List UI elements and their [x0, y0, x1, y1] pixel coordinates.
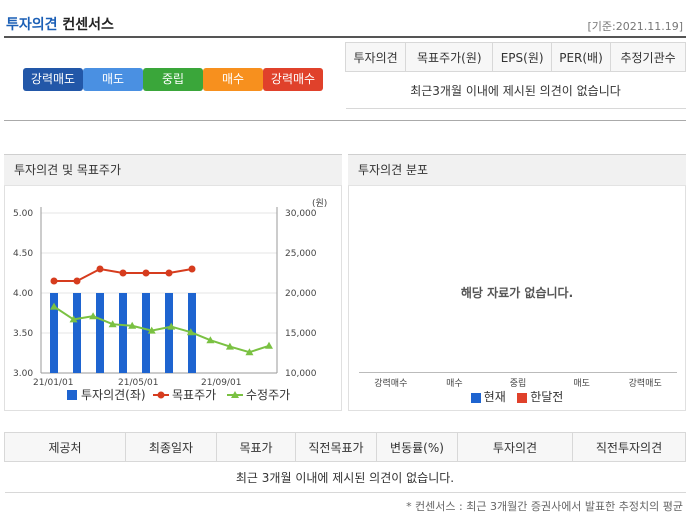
- consensus-empty-row: 최근3개월 이내에 제시된 의견이 없습니다: [345, 71, 686, 109]
- distribution-axis-line: [359, 372, 677, 373]
- section-divider: [4, 120, 686, 121]
- y-right-tick-label: 15,000: [285, 329, 317, 339]
- legend-adjusted-point: [231, 391, 239, 398]
- y-left-tick-label: 4.50: [13, 249, 33, 259]
- target-price-point: [165, 269, 173, 277]
- adjusted-price-point: [89, 312, 98, 320]
- chart-panel-title: 투자의견 및 목표주가: [4, 154, 342, 186]
- page-title-part1: 투자의견: [6, 17, 58, 33]
- y-left-tick-label: 3.50: [13, 329, 33, 339]
- adjusted-price-line: [53, 305, 270, 354]
- opinion-target-chart-panel: 투자의견 및 목표주가 (원) 5.00 30,000 4.50 25,000 4.00 2…: [4, 154, 342, 411]
- legend-month-ago-swatch: [517, 392, 528, 403]
- opinion-strong-sell: 강력매도: [23, 68, 83, 91]
- adjusted-price-point: [128, 321, 137, 329]
- history-table: 제공처 최종일자 목표가 직전목표가 변동률(%) 투자의견 직전투자의견 최근…: [4, 432, 686, 493]
- x-tick-label: 21/05/01: [118, 378, 158, 388]
- opinion-distribution-panel: 투자의견 분포 해당 자료가 없습니다. 강력매수 매수 중립 매도 강력매도 현재 한…: [348, 154, 686, 411]
- opinion-bar-mark: [142, 293, 150, 373]
- distribution-category-label: 강력매도: [628, 379, 662, 389]
- distribution-empty-message: 해당 자료가 없습니다.: [460, 286, 574, 300]
- col-target-price: 목표가: [216, 432, 296, 462]
- distribution-category-label: 매수: [446, 379, 463, 389]
- legend-opinion-label: 투자의견(좌): [81, 388, 146, 402]
- legend-target-point: [157, 391, 165, 399]
- opinion-sell: 매도: [83, 68, 143, 91]
- col-provider: 제공처: [4, 432, 126, 462]
- col-target-price: 목표주가(원): [405, 42, 494, 72]
- legend-target-label: 목표주가: [172, 388, 216, 402]
- distribution-legend: 현재 한달전: [349, 388, 685, 405]
- consensus-table: 투자의견 목표주가(원) EPS(원) PER(배) 추정기관수 최근3개월 이…: [344, 42, 686, 109]
- opinion-bar-mark: [165, 293, 173, 373]
- opinion-bar-mark: [119, 293, 127, 373]
- opinion-target-chart: (원) 5.00 30,000 4.50 25,000 4.00 20,000 3.50 15,…: [13, 198, 327, 402]
- opinion-buy: 매수: [203, 68, 263, 91]
- adjusted-price-point: [206, 336, 215, 344]
- y-right-tick-label: 30,000: [285, 209, 317, 219]
- adjusted-price-point: [167, 322, 176, 330]
- target-price-point: [119, 269, 127, 277]
- y-right-tick-label: 25,000: [285, 249, 317, 259]
- history-empty-message: 최근 3개월 이내에 제시된 의견이 없습니다.: [4, 461, 686, 493]
- legend-current-swatch: [470, 392, 481, 403]
- base-date: [기준:2021.11.19]: [587, 20, 683, 33]
- col-change-rate: 변동률(%): [376, 432, 458, 462]
- distribution-category-label: 매도: [573, 379, 590, 389]
- page-title-part2: 컨센서스: [62, 17, 114, 33]
- history-empty-row: 최근 3개월 이내에 제시된 의견이 없습니다.: [4, 461, 686, 493]
- distribution-category-label: 강력매수: [374, 379, 408, 389]
- adjusted-price-point: [265, 341, 273, 349]
- opinion-neutral: 중립: [143, 68, 203, 91]
- opinion-bar-mark: [96, 293, 104, 373]
- distribution-category-label: 중립: [509, 379, 527, 389]
- adjusted-price-point: [108, 320, 117, 328]
- adjusted-price-point: [50, 302, 58, 310]
- col-last-date: 최종일자: [125, 432, 217, 462]
- consensus-empty-message: 최근3개월 이내에 제시된 의견이 없습니다: [345, 71, 686, 109]
- target-price-point: [96, 265, 104, 273]
- col-prev-target-price: 직전목표가: [295, 432, 377, 462]
- adjusted-price-point: [225, 342, 234, 350]
- adjusted-price-point: [186, 328, 195, 336]
- col-opinion: 투자의견: [344, 42, 407, 72]
- legend-adjusted-label: 수정주가: [246, 388, 290, 402]
- opinion-bar-mark: [73, 293, 81, 373]
- target-price-point: [50, 277, 58, 285]
- right-axis-unit: (원): [312, 198, 327, 209]
- target-price-point: [142, 269, 150, 277]
- y-left-tick-label: 3.00: [13, 369, 33, 379]
- opinion-bar-mark: [50, 293, 58, 373]
- distribution-panel-title: 투자의견 분포: [348, 154, 686, 186]
- x-tick-label: 21/09/01: [201, 378, 241, 388]
- legend-opinion-swatch: [67, 390, 77, 400]
- page-title: 투자의견 컨센서스: [6, 14, 114, 34]
- col-per: PER(배): [550, 42, 612, 72]
- col-eps: EPS(원): [492, 42, 552, 72]
- adjusted-price-point: [147, 326, 156, 334]
- consensus-header-row: 투자의견 목표주가(원) EPS(원) PER(배) 추정기관수: [344, 42, 686, 72]
- history-header-row: 제공처 최종일자 목표가 직전목표가 변동률(%) 투자의견 직전투자의견: [4, 432, 686, 462]
- y-right-tick-label: 20,000: [285, 289, 317, 299]
- legend-month-ago: 한달전: [517, 390, 563, 404]
- header-divider: [4, 36, 686, 38]
- target-price-point: [188, 265, 196, 273]
- footnote: * 컨센서스 : 최근 3개월간 증권사에서 발표한 추정치의 평균: [406, 500, 683, 513]
- adjusted-price-point: [69, 315, 78, 323]
- distribution-category-axis: 강력매수 매수 중립 매도 강력매도: [359, 376, 677, 389]
- col-opinion: 투자의견: [457, 432, 573, 462]
- col-prev-opinion: 직전투자의견: [572, 432, 686, 462]
- legend-current: 현재: [470, 390, 506, 404]
- y-left-tick-label: 4.00: [13, 289, 33, 299]
- x-tick-label: 21/01/01: [33, 378, 73, 388]
- col-institution-count: 추정기관수: [610, 42, 686, 72]
- y-right-tick-label: 10,000: [285, 369, 317, 379]
- target-price-point: [73, 277, 81, 285]
- opinion-strong-buy: 강력매수: [263, 68, 323, 91]
- adjusted-price-point: [245, 348, 254, 356]
- y-left-tick-label: 5.00: [13, 209, 33, 219]
